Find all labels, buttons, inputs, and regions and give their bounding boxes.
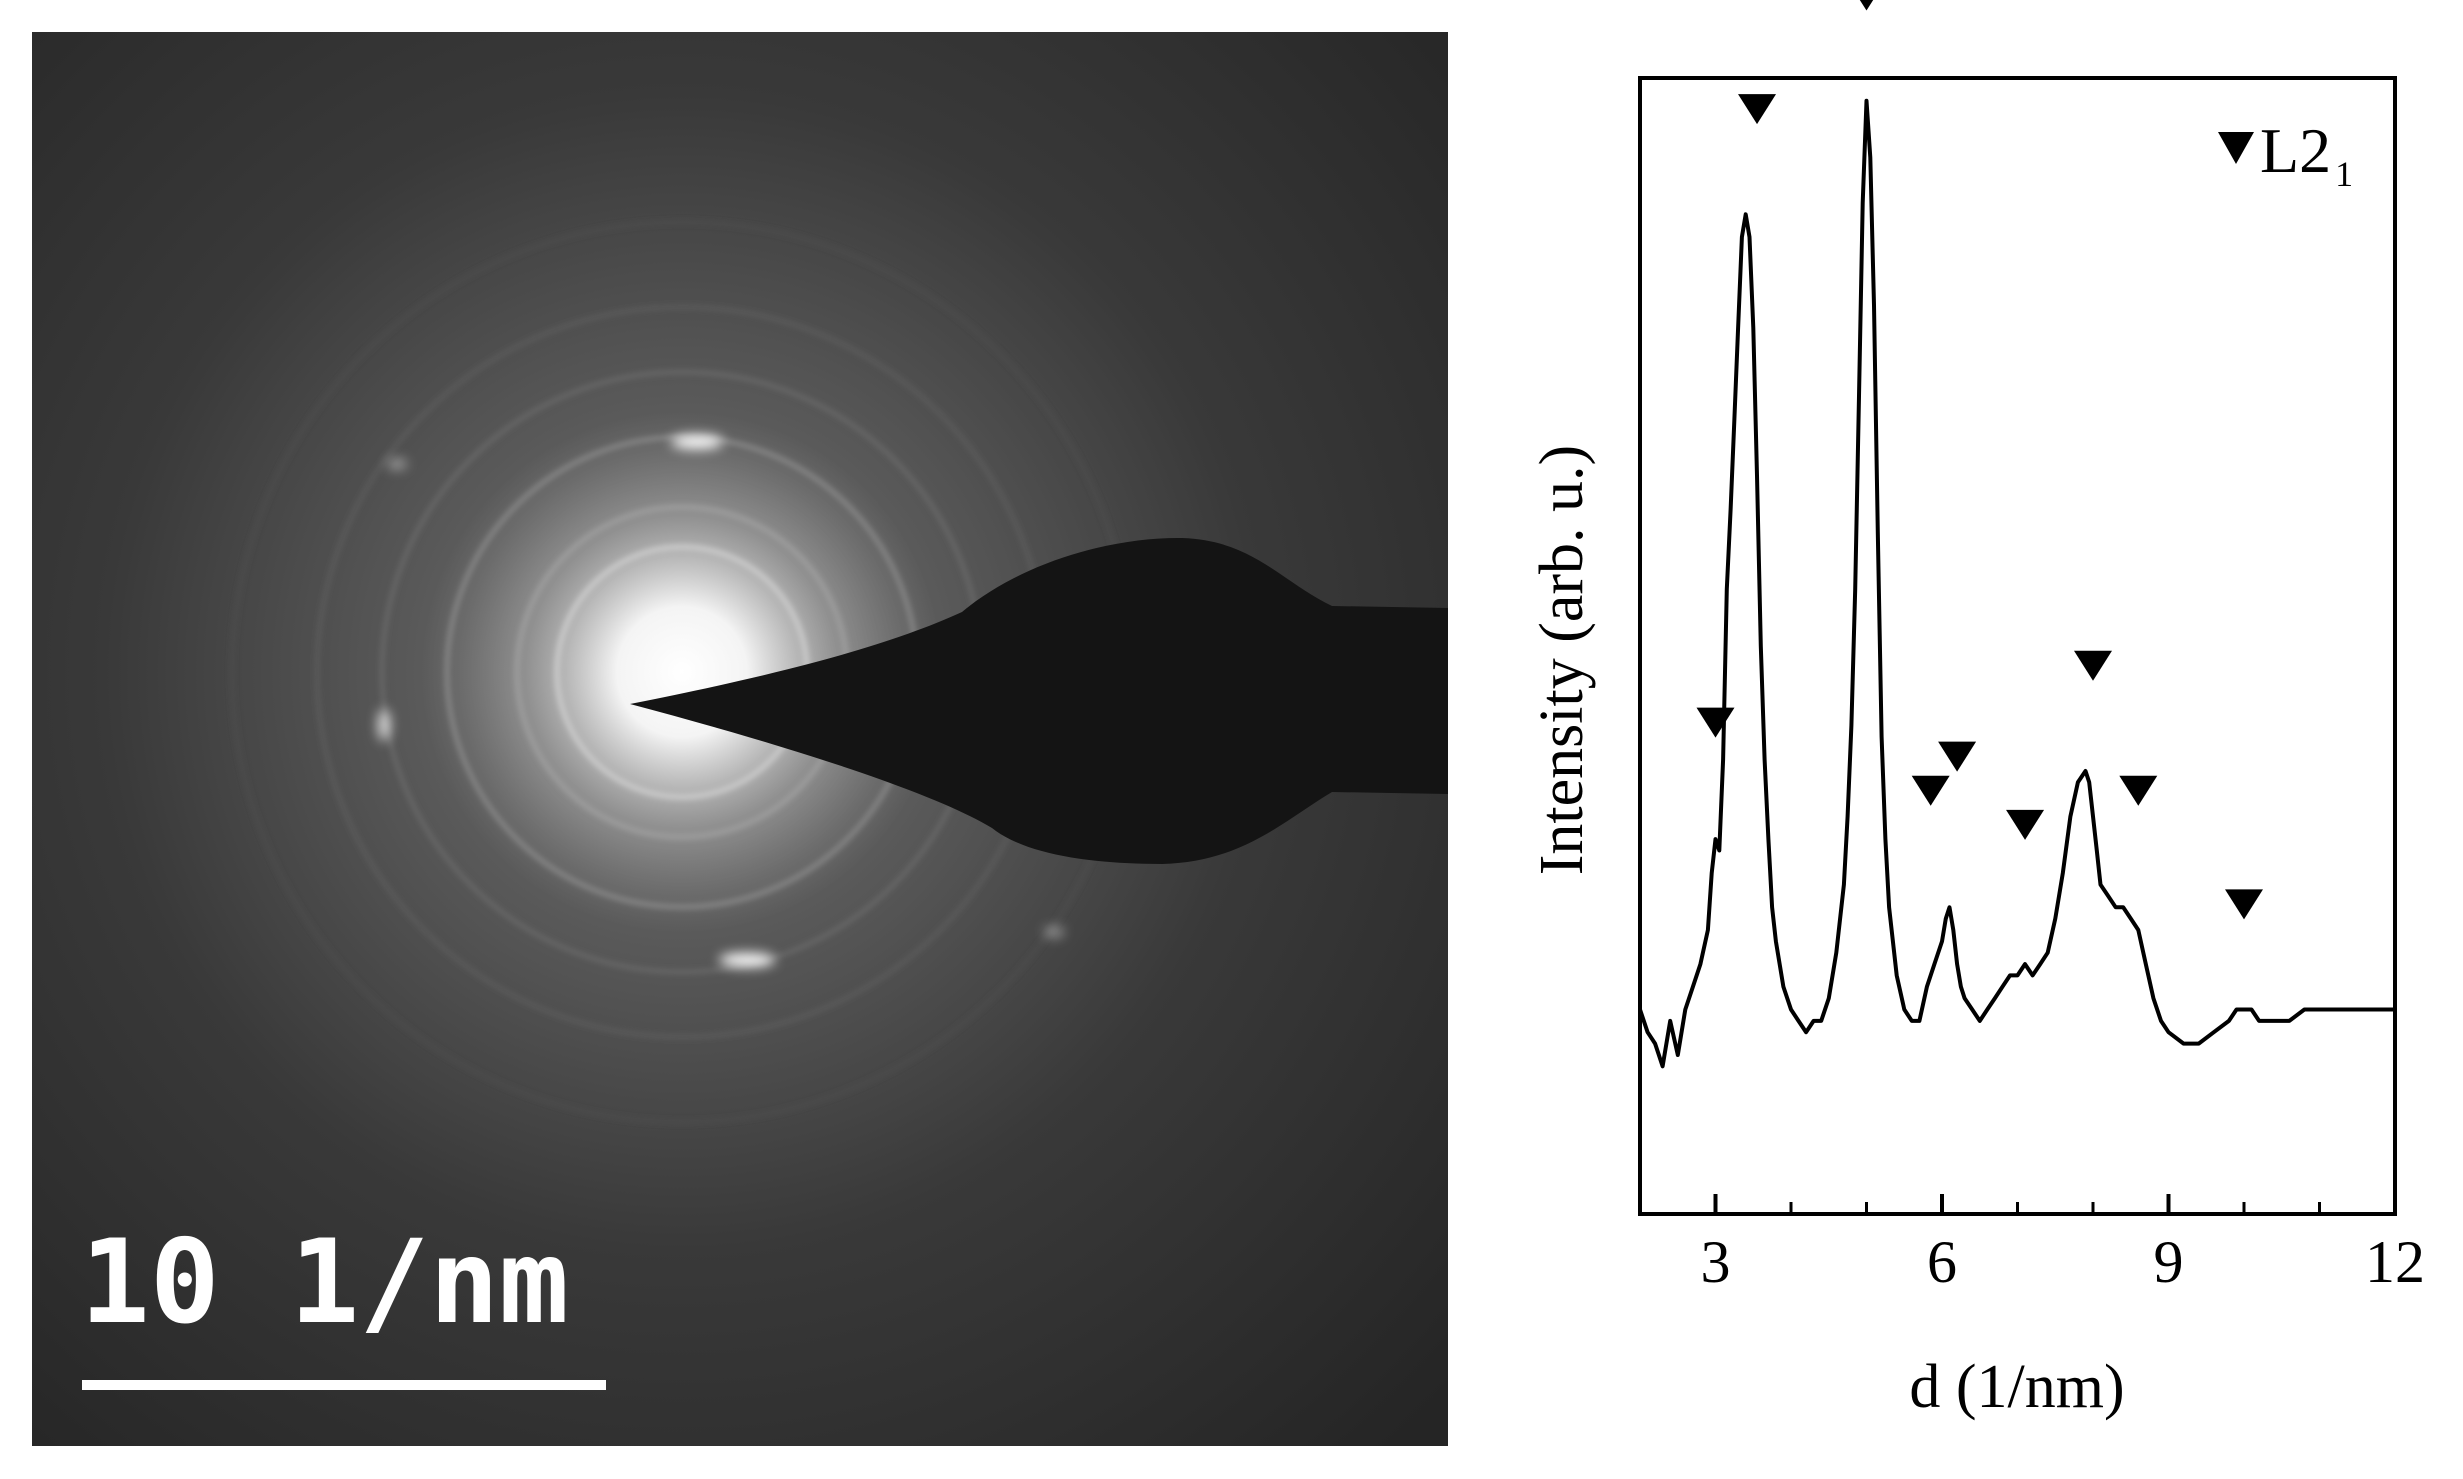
x-axis-ticks: 3 6 9 12 bbox=[1701, 1194, 2425, 1295]
peak-marker-2 bbox=[1738, 94, 1777, 125]
peak-marker-8 bbox=[2119, 775, 2158, 806]
scale-bar bbox=[82, 1380, 606, 1390]
legend-label-subscript: 1 bbox=[2335, 154, 2353, 194]
legend-label: L2 1 bbox=[2260, 115, 2353, 194]
chart-svg: 3 6 9 12 d (1/nm) Intensity (arb. u.) L2 1 bbox=[1528, 0, 2425, 1421]
legend: L2 1 bbox=[2218, 115, 2353, 194]
diffraction-spot bbox=[719, 953, 775, 967]
x-tick-label: 3 bbox=[1701, 1229, 1731, 1295]
x-axis-label: d (1/nm) bbox=[1909, 1353, 2124, 1421]
peak-marker-5 bbox=[1938, 741, 1977, 772]
central-beam-glow bbox=[422, 412, 942, 932]
x-tick-label: 9 bbox=[2154, 1229, 2184, 1295]
legend-label-main: L2 bbox=[2260, 115, 2331, 186]
diffraction-spot bbox=[671, 435, 723, 449]
saed-pattern-svg: 10 1/nm bbox=[32, 32, 1448, 1446]
peak-marker-9 bbox=[2225, 889, 2263, 920]
diffraction-spot bbox=[378, 709, 390, 741]
series-line bbox=[1638, 98, 2395, 1069]
plot-frame bbox=[1638, 76, 2397, 1216]
beam-stopper bbox=[630, 537, 1448, 864]
x-tick-label: 6 bbox=[1927, 1229, 1957, 1295]
legend-marker-icon bbox=[2218, 132, 2254, 164]
diffraction-spot bbox=[387, 459, 407, 469]
diffraction-spot bbox=[1044, 927, 1064, 937]
scale-bar-label: 10 1/nm bbox=[80, 1215, 569, 1350]
peak-marker-6 bbox=[2006, 809, 2045, 840]
peak-markers bbox=[1696, 0, 2263, 920]
peak-marker-4 bbox=[1911, 775, 1950, 806]
peak-marker-7 bbox=[2074, 650, 2112, 681]
saed-pattern-image: 10 1/nm bbox=[32, 32, 1448, 1446]
peak-marker-1 bbox=[1696, 707, 1735, 738]
y-axis-label: Intensity (arb. u.) bbox=[1528, 445, 1596, 875]
peak-marker-3 bbox=[1859, 0, 1874, 11]
intensity-profile-chart: 3 6 9 12 d (1/nm) Intensity (arb. u.) L2 1 bbox=[1470, 0, 2463, 1479]
x-tick-label: 12 bbox=[2365, 1229, 2425, 1295]
